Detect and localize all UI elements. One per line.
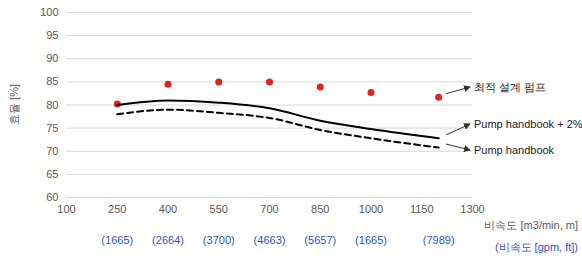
svg-text:550: 550 xyxy=(210,203,228,215)
svg-text:(1665): (1665) xyxy=(101,234,133,246)
svg-text:(7989): (7989) xyxy=(423,234,455,246)
svg-text:250: 250 xyxy=(108,203,126,215)
svg-text:최적 설계 펌프: 최적 설계 펌프 xyxy=(474,81,546,93)
svg-text:100: 100 xyxy=(57,203,75,215)
svg-text:850: 850 xyxy=(311,203,329,215)
svg-text:(2664): (2664) xyxy=(152,234,184,246)
svg-text:95: 95 xyxy=(46,29,58,41)
svg-text:(5657): (5657) xyxy=(304,234,336,246)
svg-text:80: 80 xyxy=(46,99,58,111)
svg-text:1150: 1150 xyxy=(410,203,434,215)
svg-text:Pump handbook + 2%: Pump handbook + 2% xyxy=(474,118,582,130)
svg-text:70: 70 xyxy=(46,145,58,157)
svg-text:1000: 1000 xyxy=(359,203,383,215)
svg-text:(4663): (4663) xyxy=(254,234,286,246)
svg-text:90: 90 xyxy=(46,52,58,64)
svg-text:효율 [%]: 효율 [%] xyxy=(8,84,20,125)
svg-text:1300: 1300 xyxy=(460,203,484,215)
svg-text:400: 400 xyxy=(159,203,177,215)
svg-text:비속도 [m3/min, m]: 비속도 [m3/min, m] xyxy=(484,219,578,231)
svg-text:(비속도 [gpm, ft]): (비속도 [gpm, ft]) xyxy=(495,241,578,253)
svg-text:60: 60 xyxy=(46,191,58,203)
svg-text:75: 75 xyxy=(46,122,58,134)
svg-text:100: 100 xyxy=(40,6,58,18)
svg-text:(3700): (3700) xyxy=(203,234,235,246)
svg-text:85: 85 xyxy=(46,75,58,87)
svg-text:700: 700 xyxy=(260,203,278,215)
svg-text:Pump handbook: Pump handbook xyxy=(474,144,555,156)
svg-text:(1665): (1665) xyxy=(355,234,387,246)
svg-text:65: 65 xyxy=(46,168,58,180)
